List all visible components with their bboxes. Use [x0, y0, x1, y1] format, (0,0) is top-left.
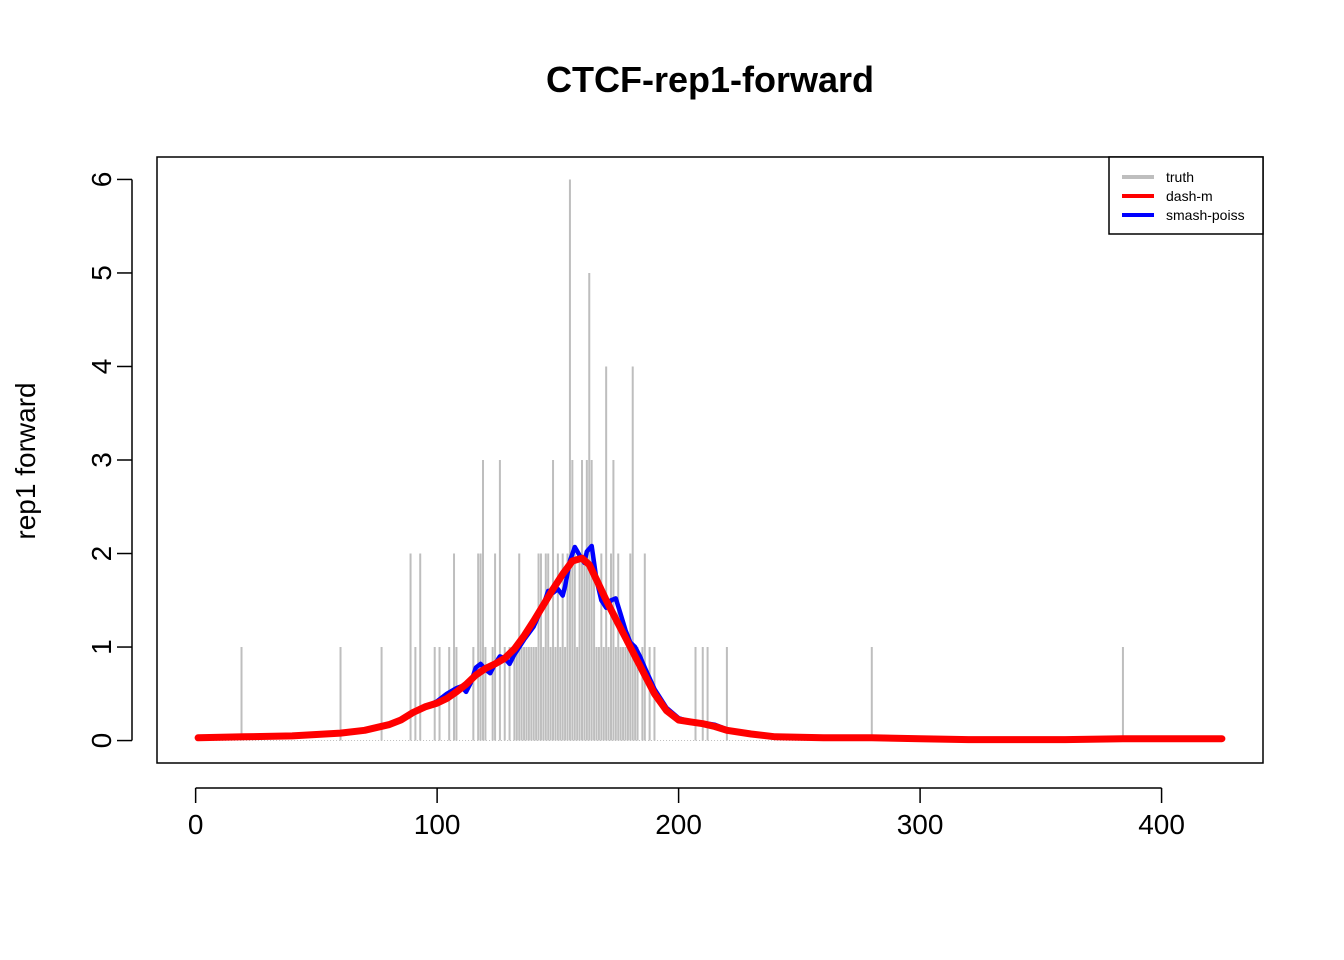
series-line-smash-poiss: [195, 543, 1225, 742]
y-tick-label: 0: [86, 733, 117, 749]
x-tick-label: 100: [414, 809, 461, 840]
x-axis: 0 100 200 300 400: [188, 787, 1185, 840]
x-tick-label: 0: [188, 809, 204, 840]
y-tick-label: 2: [86, 546, 117, 562]
legend-label-dash-m: dash-m: [1166, 188, 1213, 204]
truth-spikes: [198, 179, 1222, 742]
plot-frame: [156, 156, 1264, 764]
legend: truth dash-m smash-poiss: [1108, 156, 1264, 235]
chart-title: CTCF-rep1-forward: [546, 59, 874, 100]
series-lines: [194, 543, 1226, 744]
y-axis-label: rep1 forward: [10, 382, 41, 539]
y-tick-label: 6: [86, 172, 117, 188]
y-tick-label: 4: [86, 359, 117, 375]
legend-label-smash-poiss: smash-poiss: [1166, 207, 1245, 223]
y-tick-label: 5: [86, 265, 117, 281]
x-tick-label: 400: [1138, 809, 1185, 840]
y-tick-label: 1: [86, 639, 117, 655]
x-tick-label: 200: [655, 809, 702, 840]
x-tick-label: 300: [897, 809, 944, 840]
legend-label-truth: truth: [1166, 169, 1194, 185]
y-axis: 0 1 2 3 4 5 6: [86, 172, 133, 749]
series-line-dash-m: [194, 554, 1226, 744]
y-tick-label: 3: [86, 452, 117, 468]
